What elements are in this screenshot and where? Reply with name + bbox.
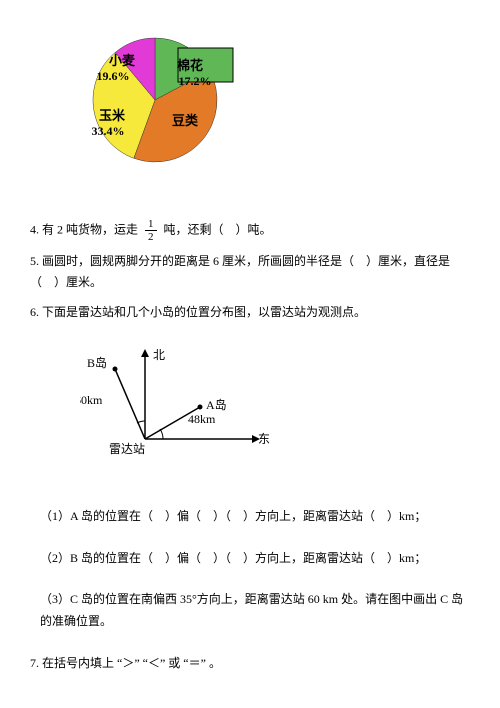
q6-sub1: （1）A 岛的位置在（ ）偏（ ）（ ）方向上，距离雷达站（ ）km； [40,506,470,528]
q4-frac-den: 2 [145,231,157,243]
svg-text:棉花: 棉花 [177,58,203,73]
svg-text:19.6%: 19.6% [97,69,130,83]
q4-text-a: 4. 有 2 吨货物，运走 [30,222,138,236]
svg-text:东: 东 [258,432,270,446]
question-5: 5. 画圆时，圆规两脚分开的距离是 6 厘米，所画圆的半径是（ ）厘米，直径是（… [30,251,470,294]
q4-text-b: 吨，还剩（ ）吨。 [164,222,272,236]
radar-diagram: A岛48km B岛 60km 北东雷达站 [80,339,470,487]
svg-text:玉米: 玉米 [99,108,126,123]
svg-text:33.4%: 33.4% [92,124,125,138]
svg-text:48km: 48km [188,412,216,426]
question-6: 6. 下面是雷达站和几个小岛的位置分布图，以雷达站为观测点。 [30,302,470,324]
svg-text:A岛: A岛 [206,397,227,412]
q4-fraction: 1 2 [145,218,157,243]
svg-text:雷达站: 雷达站 [109,442,145,456]
svg-text:小麦: 小麦 [109,53,136,68]
q6-sub3: （3）C 岛的位置在南偏西 35°方向上，距离雷达站 60 km 处。请在图中画… [40,589,470,632]
pie-svg: 棉花17.2% 豆类 玉米33.4% 小麦19.6% [70,30,270,180]
svg-text:60km: 60km [80,393,103,407]
svg-text:豆类: 豆类 [172,113,199,128]
q4-frac-num: 1 [145,218,157,231]
svg-text:北: 北 [153,348,165,362]
svg-text:B岛: B岛 [87,355,107,370]
q6-sub2: （2）B 岛的位置在（ ）偏（ ）（ ）方向上，距离雷达站（ ）km； [40,548,470,570]
question-7: 7. 在括号内填上 “＞” “＜” 或 “＝” 。 [30,653,470,675]
svg-text:17.2%: 17.2% [179,74,212,88]
question-4: 4. 有 2 吨货物，运走 1 2 吨，还剩（ ）吨。 [30,218,470,243]
pie-chart: 棉花17.2% 豆类 玉米33.4% 小麦19.6% [70,30,470,188]
radar-svg: A岛48km B岛 60km 北东雷达站 [80,339,280,479]
